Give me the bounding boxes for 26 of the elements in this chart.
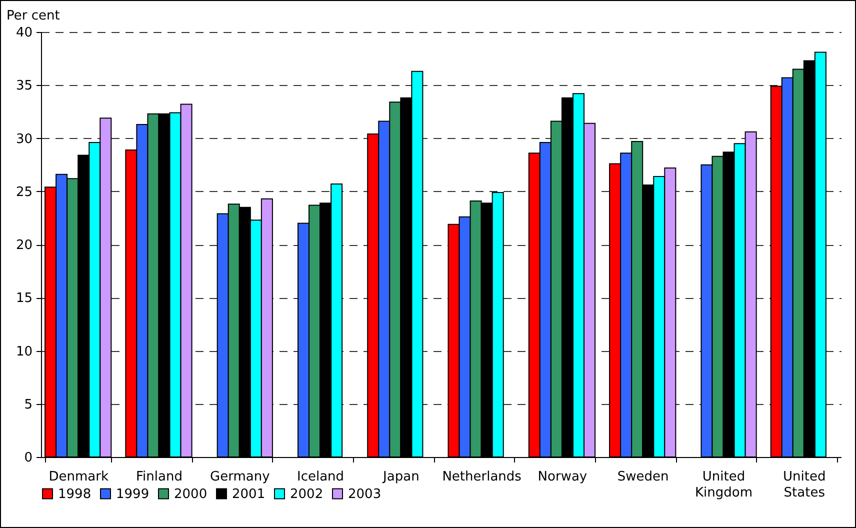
x-tick-label: United States: [783, 470, 826, 500]
y-tick-label: 10: [16, 344, 32, 360]
x-tick-label: Netherlands: [442, 470, 522, 484]
legend-label: 1998: [58, 486, 92, 502]
legend-label: 2002: [290, 486, 324, 502]
y-tick-label: 15: [16, 291, 32, 306]
legend-label: 2003: [348, 486, 382, 502]
y-tick-label: 30: [16, 132, 32, 147]
y-tick-label: 35: [16, 78, 32, 94]
x-tick-label: United Kingdom: [695, 470, 753, 500]
legend-label: 2001: [232, 486, 266, 502]
y-tick-label: 5: [24, 397, 32, 412]
x-tick-label: Denmark: [48, 470, 109, 484]
y-tick-label: 20: [16, 238, 32, 253]
x-tick-label: Iceland: [297, 470, 344, 484]
y-tick-label: 0: [24, 450, 32, 466]
legend-label: 2000: [174, 486, 208, 502]
y-axis-title: Per cent: [6, 8, 60, 24]
x-tick-label: Finland: [136, 470, 182, 484]
y-tick-label: 25: [16, 184, 32, 200]
x-tick-label: Germany: [210, 470, 270, 484]
y-tick-label: 40: [16, 26, 32, 40]
x-tick-label: Japan: [382, 470, 420, 484]
legend-label: 1999: [116, 486, 150, 502]
x-tick-label: Norway: [538, 470, 588, 484]
x-tick-label: Sweden: [617, 470, 669, 484]
